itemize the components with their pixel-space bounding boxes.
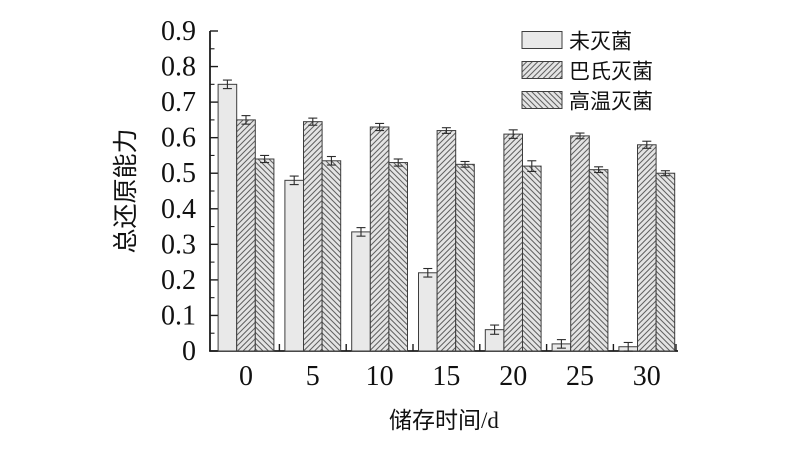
bar xyxy=(522,165,542,352)
error-bar xyxy=(375,122,385,132)
y-tick-label: 0.7 xyxy=(161,87,196,118)
y-tick-label: 0.1 xyxy=(161,300,196,331)
error-bar xyxy=(441,127,451,134)
error-bar xyxy=(508,129,518,139)
bar xyxy=(455,163,475,352)
error-bar xyxy=(326,155,336,166)
error-bar xyxy=(393,158,403,167)
error-bar xyxy=(308,117,318,126)
legend-swatch-solid xyxy=(521,31,563,49)
bar xyxy=(503,133,523,352)
error-bar xyxy=(660,170,670,177)
y-tick-label: 0.9 xyxy=(161,16,196,47)
y-tick-label: 0.3 xyxy=(161,229,196,260)
y-tick-label: 0.8 xyxy=(161,52,196,83)
bar xyxy=(436,130,457,352)
bar xyxy=(369,126,390,352)
x-tick-label: 25 xyxy=(566,361,594,392)
y-axis-title: 总还原能力 xyxy=(112,128,140,253)
error-bar xyxy=(289,175,299,186)
plot-area: 0 0.1 0.2 0.3 0.4 0.5 0.6 0.7 0.8 0.9 0 5 10 15 20 25 30 xyxy=(161,16,678,392)
y-tick-label: 0.6 xyxy=(161,123,196,154)
bar xyxy=(217,83,238,352)
bars-series-1 xyxy=(236,119,657,352)
bar xyxy=(351,231,371,352)
x-tick-label: 15 xyxy=(432,361,460,392)
error-bar xyxy=(222,79,232,90)
error-bar xyxy=(642,140,652,149)
bar xyxy=(284,179,304,352)
error-bar xyxy=(490,324,500,335)
bar xyxy=(637,144,657,352)
legend: 未灭菌 巴氏灭菌 高温灭菌 xyxy=(569,30,653,114)
bar xyxy=(303,121,323,352)
y-tick-label: 0.2 xyxy=(161,265,196,296)
error-bar xyxy=(556,339,566,349)
x-tick-label: 20 xyxy=(499,361,527,392)
x-tick-label: 10 xyxy=(366,361,394,392)
bar xyxy=(588,169,609,352)
error-bar xyxy=(460,160,470,168)
x-tick-label: 0 xyxy=(239,361,253,392)
legend-label-unsterilized: 未灭菌 xyxy=(569,30,632,54)
x-axis-title: 储存时间/d xyxy=(389,408,499,433)
error-bar xyxy=(356,227,366,237)
bar xyxy=(236,119,256,352)
error-bar xyxy=(241,115,251,125)
error-bar xyxy=(594,166,604,174)
error-bar xyxy=(575,132,585,140)
bar xyxy=(321,160,342,352)
y-tick-label: 0.5 xyxy=(161,158,196,189)
legend-label-high-temp: 高温灭菌 xyxy=(569,90,653,114)
bar xyxy=(254,158,275,352)
error-bar xyxy=(423,267,433,278)
x-tick-label: 30 xyxy=(633,361,661,392)
error-bars-series-0 xyxy=(222,79,633,352)
x-tick-label: 5 xyxy=(306,361,320,392)
bar xyxy=(570,135,590,352)
bar xyxy=(388,162,408,352)
legend-swatch-backward-hatch xyxy=(521,91,563,109)
bar xyxy=(418,272,438,352)
error-bar xyxy=(260,154,270,164)
legend-label-pasteurized: 巴氏灭菌 xyxy=(569,60,653,84)
bars-series-2 xyxy=(254,158,676,352)
error-bar xyxy=(527,160,537,172)
error-bars-series-1 xyxy=(241,115,652,149)
error-bar xyxy=(623,341,633,352)
y-tick-label: 0.4 xyxy=(161,194,196,225)
bar xyxy=(655,172,676,352)
legend-swatch-forward-hatch xyxy=(521,61,563,79)
y-tick-label: 0 xyxy=(182,336,196,367)
error-bars-series-2 xyxy=(260,154,670,177)
